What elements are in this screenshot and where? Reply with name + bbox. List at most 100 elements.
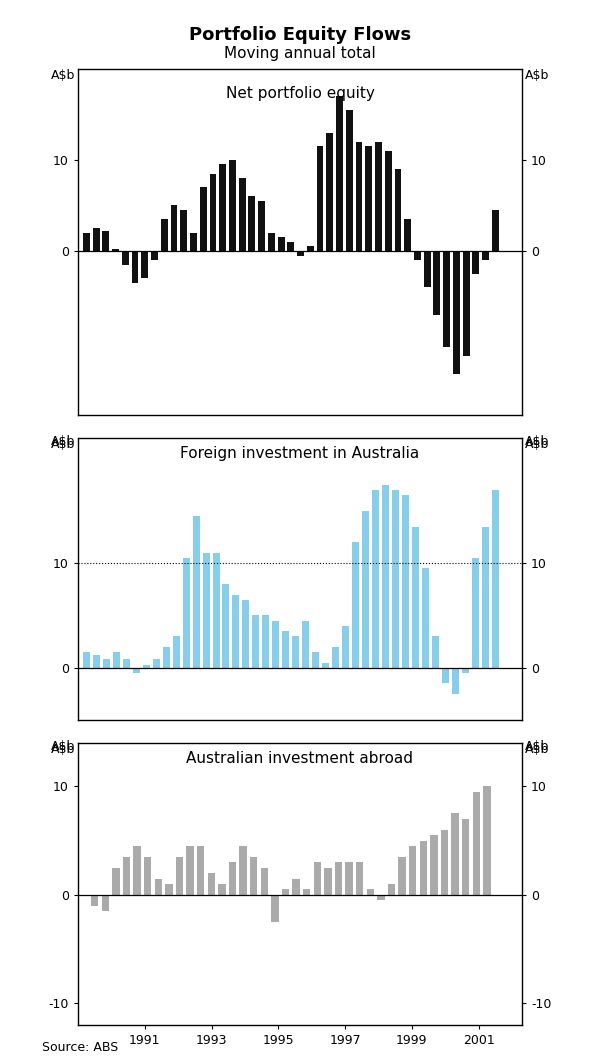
Bar xyxy=(312,652,319,668)
Bar xyxy=(356,142,362,251)
Bar xyxy=(297,251,304,255)
Bar xyxy=(432,636,439,668)
Bar xyxy=(412,526,419,668)
Bar xyxy=(83,233,90,251)
Bar xyxy=(155,879,162,895)
Bar xyxy=(163,647,170,668)
Bar xyxy=(472,558,479,668)
Bar xyxy=(303,890,310,895)
Bar xyxy=(248,196,255,251)
Bar xyxy=(239,178,245,251)
Bar xyxy=(180,210,187,251)
Bar xyxy=(165,884,173,895)
Bar xyxy=(283,631,289,668)
Bar xyxy=(229,862,236,895)
Text: A$b: A$b xyxy=(50,434,75,448)
Bar xyxy=(409,846,416,895)
Bar xyxy=(292,636,299,668)
Bar xyxy=(133,846,141,895)
Bar xyxy=(253,615,259,668)
Bar xyxy=(442,668,449,683)
Bar xyxy=(151,251,158,261)
Bar xyxy=(398,857,406,895)
Bar xyxy=(462,668,469,672)
Bar xyxy=(317,146,323,251)
Text: A$b: A$b xyxy=(50,69,75,82)
Text: A$b: A$b xyxy=(50,742,75,756)
Bar xyxy=(242,599,250,668)
Bar xyxy=(103,231,109,251)
Text: A$b: A$b xyxy=(525,434,550,448)
Bar xyxy=(272,621,280,668)
Bar xyxy=(346,110,353,251)
Text: A$b: A$b xyxy=(525,437,550,451)
Bar xyxy=(419,841,427,895)
Bar xyxy=(392,490,399,668)
Bar xyxy=(209,174,217,251)
Bar xyxy=(229,160,236,251)
Bar xyxy=(268,233,275,251)
Bar xyxy=(483,786,491,895)
Bar xyxy=(414,251,421,261)
Bar xyxy=(93,656,100,668)
Bar xyxy=(402,496,409,668)
Bar xyxy=(208,873,215,895)
Bar xyxy=(282,890,289,895)
Text: A$b: A$b xyxy=(525,69,550,82)
Bar xyxy=(462,819,469,895)
Bar xyxy=(161,219,167,251)
Bar xyxy=(388,884,395,895)
Text: Source: ABS: Source: ABS xyxy=(42,1041,118,1054)
Text: A$b: A$b xyxy=(50,739,75,753)
Bar xyxy=(123,660,130,668)
Bar xyxy=(352,542,359,668)
Bar xyxy=(430,836,437,895)
Bar xyxy=(482,526,489,668)
Bar xyxy=(219,164,226,251)
Bar xyxy=(200,187,206,251)
Bar xyxy=(133,668,140,672)
Bar xyxy=(112,867,119,895)
Bar xyxy=(473,792,480,895)
Bar xyxy=(433,251,440,315)
Bar xyxy=(239,846,247,895)
Bar xyxy=(187,846,194,895)
Bar xyxy=(424,251,431,287)
Bar xyxy=(223,585,229,668)
Bar xyxy=(144,857,151,895)
Bar xyxy=(83,652,90,668)
Bar xyxy=(492,210,499,251)
Bar xyxy=(142,251,148,279)
Bar xyxy=(362,510,369,668)
Bar xyxy=(212,553,220,668)
Bar xyxy=(377,895,385,900)
Text: A$b: A$b xyxy=(50,437,75,451)
Bar xyxy=(218,884,226,895)
Bar xyxy=(250,857,257,895)
Bar xyxy=(173,636,179,668)
Text: A$b: A$b xyxy=(525,739,550,753)
Bar xyxy=(367,890,374,895)
Bar xyxy=(382,485,389,668)
Text: Australian investment abroad: Australian investment abroad xyxy=(187,751,413,767)
Bar xyxy=(346,862,353,895)
Bar xyxy=(365,146,372,251)
Bar xyxy=(324,867,332,895)
Bar xyxy=(232,594,239,668)
Bar xyxy=(422,569,429,668)
Bar xyxy=(143,665,149,668)
Bar xyxy=(278,237,284,251)
Bar xyxy=(170,205,178,251)
Bar xyxy=(182,558,190,668)
Bar xyxy=(302,621,309,668)
Bar xyxy=(385,150,392,251)
Bar xyxy=(197,846,205,895)
Bar xyxy=(262,615,269,668)
Bar xyxy=(443,251,450,346)
Bar xyxy=(492,490,499,668)
Bar xyxy=(307,247,314,251)
Bar xyxy=(152,660,160,668)
Bar xyxy=(101,895,109,911)
Bar xyxy=(372,490,379,668)
Bar xyxy=(123,857,130,895)
